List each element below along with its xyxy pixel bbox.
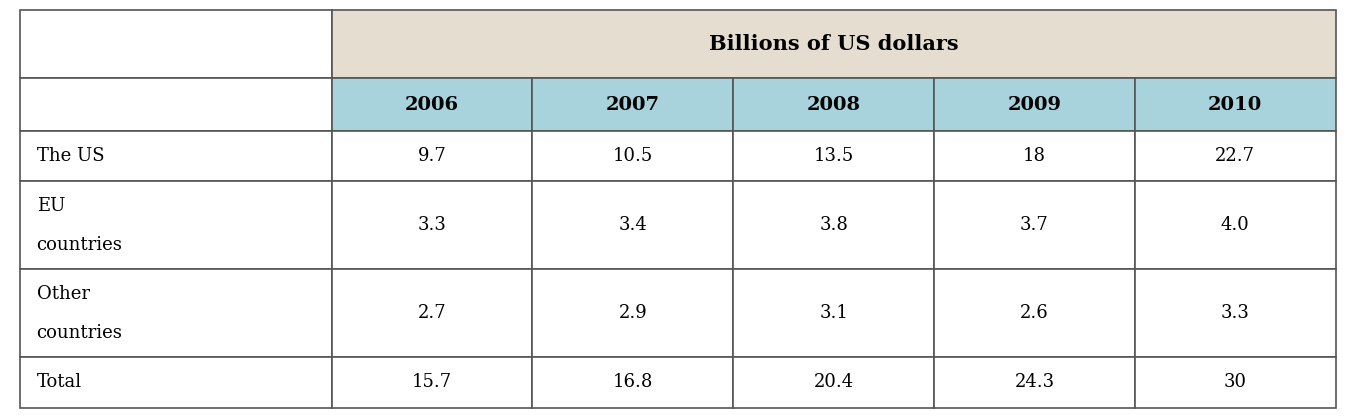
Bar [1135, 131, 1336, 181]
Bar [734, 78, 934, 131]
Bar [20, 131, 332, 181]
Text: 2.6: 2.6 [1020, 304, 1048, 322]
Text: 2010: 2010 [1208, 96, 1262, 114]
Text: 3.7: 3.7 [1020, 217, 1048, 234]
Text: countries: countries [37, 236, 122, 254]
Text: Total: Total [37, 373, 81, 391]
Text: 2008: 2008 [807, 96, 861, 114]
Text: 15.7: 15.7 [412, 373, 452, 391]
Bar [20, 269, 332, 357]
Text: 3.1: 3.1 [819, 304, 848, 322]
Text: 10.5: 10.5 [613, 147, 654, 165]
Bar [734, 269, 934, 357]
Text: 18: 18 [1022, 147, 1045, 165]
Bar [1135, 181, 1336, 269]
Bar [20, 357, 332, 408]
Bar [332, 131, 533, 181]
Bar [533, 269, 734, 357]
Text: Billions of US dollars: Billions of US dollars [709, 34, 959, 54]
Text: 2007: 2007 [606, 96, 660, 114]
Text: 9.7: 9.7 [418, 147, 446, 165]
Text: 2006: 2006 [405, 96, 460, 114]
Text: 22.7: 22.7 [1215, 147, 1256, 165]
Text: The US: The US [37, 147, 104, 165]
Text: 4.0: 4.0 [1220, 217, 1250, 234]
Text: 3.3: 3.3 [418, 217, 446, 234]
Text: EU: EU [37, 197, 65, 215]
Bar [332, 357, 533, 408]
Bar [934, 357, 1135, 408]
Bar [934, 269, 1135, 357]
Text: 20.4: 20.4 [814, 373, 854, 391]
Bar [1135, 78, 1336, 131]
Text: 3.4: 3.4 [618, 217, 647, 234]
Bar [734, 131, 934, 181]
Bar [1135, 357, 1336, 408]
Bar [934, 181, 1135, 269]
Bar [934, 131, 1135, 181]
Text: countries: countries [37, 324, 122, 342]
Bar [332, 269, 533, 357]
Bar [332, 181, 533, 269]
Bar [533, 131, 734, 181]
Text: 16.8: 16.8 [613, 373, 654, 391]
Text: 30: 30 [1223, 373, 1246, 391]
Bar [20, 10, 332, 78]
Bar [934, 78, 1135, 131]
Bar [533, 357, 734, 408]
Bar [734, 357, 934, 408]
Bar [20, 78, 332, 131]
Text: 3.3: 3.3 [1220, 304, 1250, 322]
Text: 2.9: 2.9 [618, 304, 647, 322]
Bar [734, 181, 934, 269]
Bar [332, 78, 533, 131]
Bar [20, 181, 332, 269]
Text: Other: Other [37, 285, 89, 303]
Bar [1135, 269, 1336, 357]
Text: 3.8: 3.8 [819, 217, 848, 234]
Text: 13.5: 13.5 [814, 147, 854, 165]
Text: 2.7: 2.7 [418, 304, 446, 322]
Text: 2009: 2009 [1008, 96, 1062, 114]
Text: 24.3: 24.3 [1014, 373, 1055, 391]
Bar [332, 10, 1336, 78]
Bar [533, 181, 734, 269]
Bar [533, 78, 734, 131]
